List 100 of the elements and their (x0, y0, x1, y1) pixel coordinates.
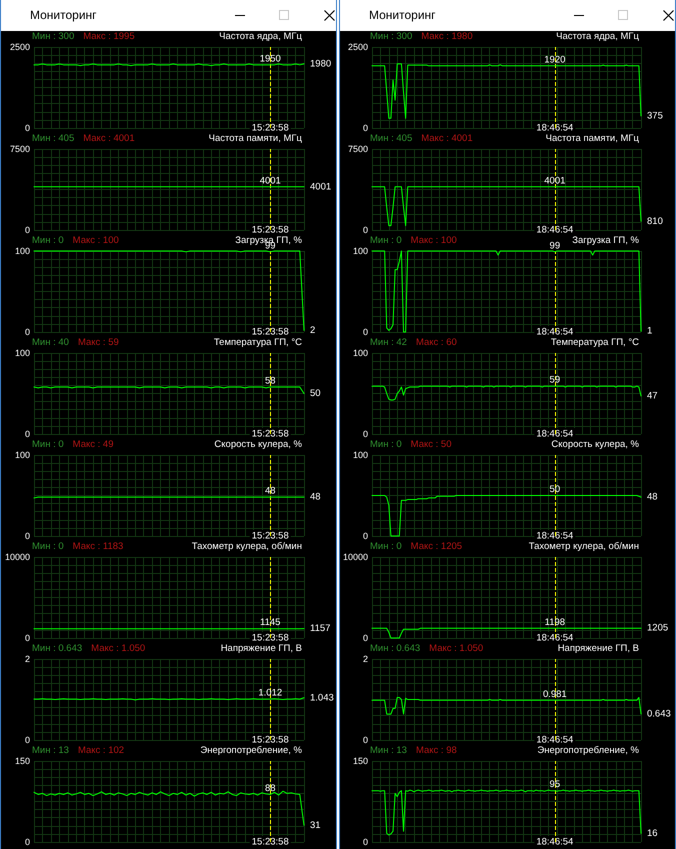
y-tick-label: 10000 (342, 552, 368, 562)
y-tick-label: 0 (24, 531, 30, 541)
y-tick-label: 0 (362, 837, 368, 847)
text: Мониторинг (369, 8, 436, 23)
chart-title: Энергопотребление, % (200, 745, 302, 757)
x-tick-label: 15:23:58 (252, 530, 289, 542)
text: Макс : 4001 (83, 133, 135, 145)
data-label: 4001 (544, 175, 566, 186)
data-label: 4001 (310, 181, 332, 192)
y-tick-label: 0 (24, 123, 30, 133)
chart-title: Тахометр кулера, об/мин (528, 541, 639, 553)
text: Макс : 4001 (421, 133, 473, 145)
text: Мин : 0 (370, 235, 402, 247)
data-label: 0.981 (542, 688, 567, 700)
y-tick-label: 100 (14, 450, 30, 460)
text: Макс : 49 (72, 439, 114, 451)
data-label: 1157 (310, 623, 330, 634)
text: Мин : 13 (32, 745, 69, 757)
y-tick-label: 0 (362, 633, 368, 643)
data-label: 810 (647, 216, 663, 227)
text: Мин : 300 (32, 31, 74, 43)
data-label: 48 (264, 486, 276, 497)
x-tick-label: 18:46:54 (536, 122, 574, 134)
data-label: 59 (550, 374, 560, 386)
data-label: 1 (647, 326, 652, 337)
text: Макс : 100 (410, 235, 457, 247)
x-tick-label: 15:23:58 (252, 734, 289, 746)
data-label: 1950 (260, 53, 281, 64)
y-tick-label: 150 (14, 756, 30, 766)
chart-title: Напряжение ГП, В (558, 643, 639, 655)
text: Мин : 0 (32, 439, 64, 451)
text: Макс : 60 (416, 337, 457, 349)
data-label: 99 (550, 240, 560, 252)
y-tick-label: 0 (362, 123, 368, 133)
data-label: 1145 (260, 617, 280, 628)
data-label: 1920 (544, 54, 566, 66)
y-tick-label: 0 (24, 225, 30, 235)
text: Мин : 0.643 (370, 643, 420, 655)
data-label: 0.643 (647, 708, 671, 720)
text: Макс : 1.050 (429, 643, 484, 655)
data-label: 31 (310, 820, 321, 831)
text: Мин : 13 (370, 745, 407, 757)
chart-title: Загрузка ГП, % (572, 235, 639, 247)
text: Макс : 100 (72, 235, 119, 247)
text: Макс : 1.050 (91, 643, 146, 655)
chart-title: Скорость кулера, % (214, 439, 302, 451)
data-label: 50 (310, 388, 321, 399)
y-tick-label: 100 (352, 348, 368, 358)
data-label: 1198 (544, 616, 566, 628)
data-label: 16 (647, 828, 658, 839)
data-label: 47 (647, 390, 658, 402)
text: Мин : 405 (32, 133, 74, 145)
text: Мин : 0 (370, 439, 402, 451)
data-label: 375 (647, 110, 663, 122)
chart-title: Тахометр кулера, об/мин (192, 541, 302, 553)
y-tick-label: 100 (352, 450, 368, 460)
x-tick-label: 18:46:54 (536, 224, 574, 236)
chart-title: Напряжение ГП, В (220, 643, 302, 655)
data-label: 95 (550, 779, 560, 790)
chart-title: Температура ГП, °C (550, 337, 639, 349)
x-tick-label: 18:46:54 (536, 836, 574, 848)
data-label: 1205 (647, 622, 668, 634)
text: Мониторинг (30, 8, 97, 23)
text: Макс : 59 (78, 337, 119, 349)
y-tick-label: 0 (24, 327, 30, 337)
x-tick-label: 18:46:54 (536, 326, 574, 338)
text: Мин : 40 (32, 337, 69, 349)
y-tick-label: 7500 (348, 144, 368, 154)
x-tick-label: 15:23:58 (252, 632, 289, 644)
y-tick-label: 0 (24, 735, 30, 745)
text: Макс : 1183 (72, 541, 124, 553)
x-tick-label: 15:23:58 (252, 326, 289, 338)
y-tick-label: 2 (362, 654, 368, 664)
y-tick-label: 100 (14, 348, 30, 358)
chart-title: Частота памяти, МГц (546, 133, 639, 145)
y-tick-label: 2 (24, 654, 30, 664)
text: Макс : 50 (410, 439, 452, 451)
y-tick-label: 0 (24, 633, 30, 643)
y-tick-label: 0 (24, 429, 30, 439)
chart-title: Частота памяти, МГц (208, 133, 302, 145)
x-tick-label: 15:23:58 (252, 428, 289, 440)
chart-title: Частота ядра, МГц (219, 31, 302, 43)
data-label: 58 (264, 376, 276, 387)
x-tick-label: 15:23:58 (252, 224, 289, 236)
y-tick-label: 100 (14, 246, 30, 256)
data-label: 48 (310, 492, 321, 503)
y-tick-label: 2500 (348, 42, 368, 52)
x-tick-label: 18:46:54 (536, 530, 574, 542)
data-label: 1980 (310, 58, 332, 70)
y-tick-label: 2500 (10, 42, 30, 52)
chart-title: Частота ядра, МГц (556, 31, 639, 43)
data-label: 1.012 (258, 688, 282, 699)
text: Мин : 0 (370, 541, 402, 553)
x-tick-label: 18:46:54 (536, 428, 574, 440)
x-tick-label: 18:46:54 (536, 734, 574, 746)
y-tick-label: 0 (362, 735, 368, 745)
y-tick-label: 0 (24, 837, 30, 847)
text: Мин : 405 (370, 133, 412, 145)
text: Макс : 98 (416, 745, 457, 757)
data-label: 50 (550, 484, 560, 495)
